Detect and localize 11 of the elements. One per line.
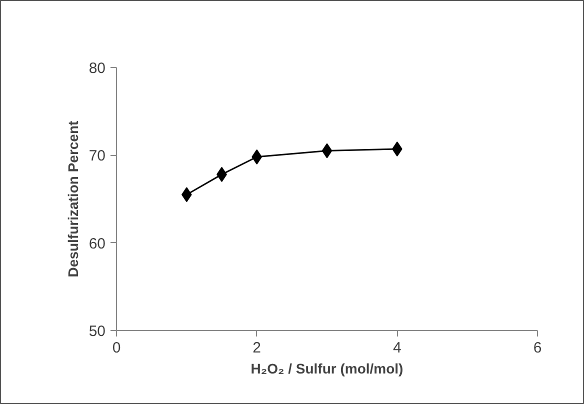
y-tick-label: 50 <box>88 323 106 340</box>
x-tick-label: 4 <box>392 340 402 356</box>
y-tick-label: 80 <box>88 60 106 77</box>
y-tick-label: 70 <box>88 148 106 165</box>
y-axis-title: Desulfurization Percent <box>64 120 81 278</box>
y-tick-label: 60 <box>88 235 106 252</box>
x-tick-label: 0 <box>112 340 121 356</box>
point <box>322 143 332 158</box>
x-tick-label: 6 <box>533 340 542 356</box>
x-tick-label: 2 <box>252 340 262 356</box>
x-axis-title: H₂O₂ / Sulfur (mol/mol) <box>250 360 404 376</box>
